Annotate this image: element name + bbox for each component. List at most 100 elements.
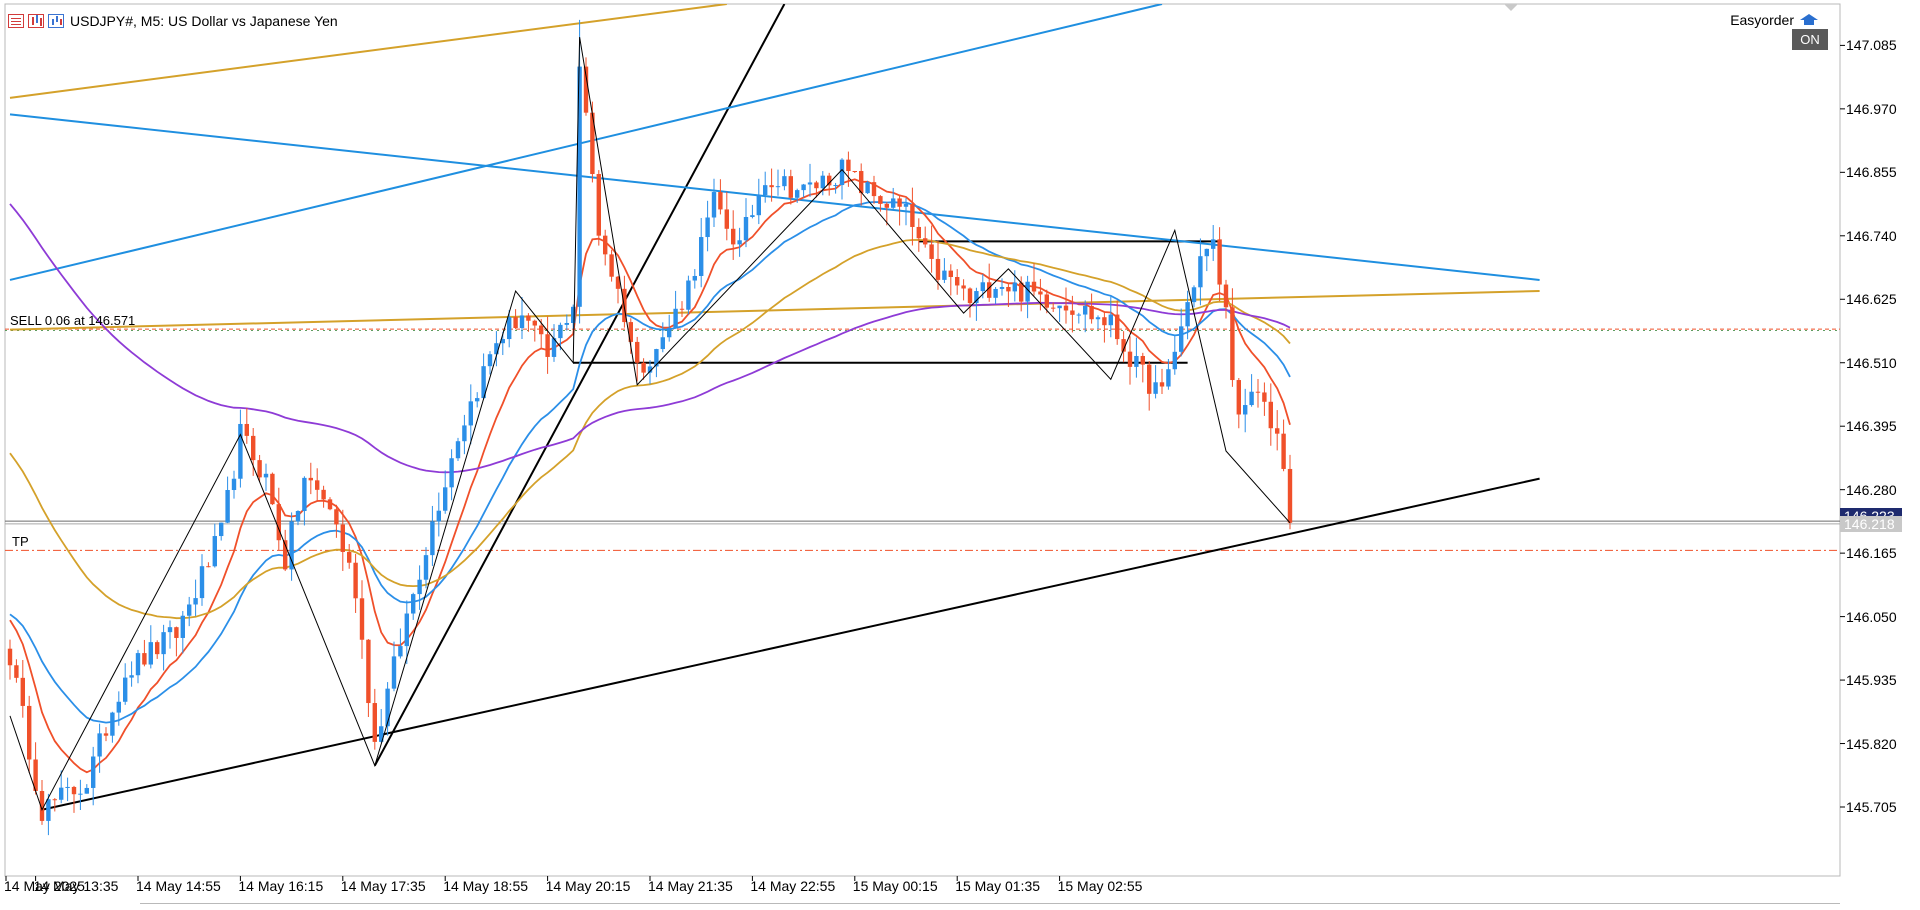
candle-body xyxy=(327,499,333,510)
chart-scrollbar[interactable] xyxy=(140,903,1840,910)
candle-body xyxy=(1070,310,1075,315)
candle-body xyxy=(302,477,307,512)
candle-body xyxy=(411,594,416,614)
candle-body xyxy=(385,688,390,727)
chart-menu-icon[interactable] xyxy=(8,14,24,28)
candle-body xyxy=(596,174,601,236)
candle-body xyxy=(519,315,525,329)
candle-body xyxy=(1198,256,1203,288)
candle-body xyxy=(1147,364,1152,394)
sell-order-label[interactable]: SELL 0.06 at 146.571 xyxy=(10,313,136,329)
candle-body xyxy=(212,536,217,567)
candle-body xyxy=(1127,351,1133,367)
time-tick-label: 14 May 20:15 xyxy=(545,878,631,894)
candle-body xyxy=(923,238,928,245)
candle-body xyxy=(590,112,595,175)
candle-body xyxy=(564,322,569,325)
candle-body xyxy=(891,198,896,208)
candle-body xyxy=(1223,284,1229,308)
candle-body xyxy=(967,288,973,304)
candle-body xyxy=(1012,282,1017,292)
plot-area xyxy=(5,4,1840,836)
candle-body xyxy=(7,648,13,666)
candle-body xyxy=(193,598,198,605)
candle-body xyxy=(46,799,51,821)
candle-body xyxy=(372,703,377,742)
candle-body xyxy=(494,343,499,355)
candle-body xyxy=(532,320,537,326)
candle-body xyxy=(571,306,576,323)
candle-body xyxy=(1275,428,1280,434)
candle-body xyxy=(1025,281,1030,302)
ask-price-tag: 146.218 xyxy=(1840,516,1902,532)
price-tick-label: 146.625 xyxy=(1846,291,1897,308)
candle-body xyxy=(1287,468,1293,523)
candle-body xyxy=(475,398,480,402)
time-tick-label: 14 May 17:35 xyxy=(340,878,426,894)
expert-name: Easyorder xyxy=(1730,12,1794,28)
chart-type-icon[interactable] xyxy=(28,14,44,28)
candle-body xyxy=(1230,307,1235,381)
candle-body xyxy=(110,712,115,736)
candle-body xyxy=(814,182,819,189)
candle-body xyxy=(167,627,173,633)
time-tick-label: 15 May 01:35 xyxy=(955,878,1041,894)
candle-body xyxy=(14,665,19,678)
candle-body xyxy=(174,627,179,638)
candle-body xyxy=(270,473,275,505)
candle-body xyxy=(251,435,256,461)
time-tick-label: 14 May 18:55 xyxy=(443,878,529,894)
price-tick-label: 146.510 xyxy=(1846,354,1897,371)
candle-body xyxy=(449,458,454,488)
time-tick-label: 14 May 14:55 xyxy=(136,878,221,894)
candle-body xyxy=(654,349,659,367)
candle-body xyxy=(238,423,243,479)
candle-body xyxy=(987,282,992,298)
candle-body xyxy=(769,185,774,188)
zigzag-line xyxy=(9,37,1291,812)
candle-body xyxy=(1051,307,1056,309)
candle-body xyxy=(315,480,320,490)
candle-body xyxy=(609,254,614,277)
take-profit-label[interactable]: TP xyxy=(12,534,29,550)
candle-body xyxy=(871,182,877,197)
candle-body xyxy=(366,639,371,704)
candle-body xyxy=(756,195,761,216)
candle-body xyxy=(833,185,838,187)
candle-body xyxy=(276,504,281,541)
candle-body xyxy=(884,203,889,208)
candle-body xyxy=(244,423,249,436)
candle-body xyxy=(551,338,557,357)
candle-body xyxy=(1249,391,1254,406)
candle-body xyxy=(257,460,262,478)
expert-advisor[interactable]: Easyorder xyxy=(1730,12,1818,28)
expert-status-badge[interactable]: ON xyxy=(1792,29,1828,50)
candle-body xyxy=(795,190,800,198)
candle-body xyxy=(187,604,192,616)
candle-body xyxy=(507,317,512,340)
candle-body xyxy=(430,521,435,556)
candle-body xyxy=(33,759,38,791)
candle-body xyxy=(283,540,288,570)
chart-header: USDJPY#, M5: US Dollar vs Japanese Yen xyxy=(8,10,338,32)
candle-body xyxy=(865,182,870,194)
trendline-0 xyxy=(41,477,1540,811)
candle-body xyxy=(942,270,947,280)
candle-body xyxy=(743,217,749,241)
candle-body xyxy=(526,315,531,321)
candle-body xyxy=(468,401,473,426)
chart-type-candles-icon[interactable] xyxy=(48,14,64,28)
candle-body xyxy=(673,308,678,328)
candle-body xyxy=(180,615,185,638)
candle-body xyxy=(97,733,102,757)
candle-body xyxy=(718,192,723,210)
candle-body xyxy=(1006,286,1011,292)
chart-shift-marker[interactable] xyxy=(1504,4,1518,11)
price-tick-label: 145.935 xyxy=(1846,672,1897,689)
candle-body xyxy=(347,551,352,563)
time-tick-label: 14 May 22:55 xyxy=(750,878,836,894)
plot-frame xyxy=(4,3,1841,877)
candle-body xyxy=(667,327,672,338)
